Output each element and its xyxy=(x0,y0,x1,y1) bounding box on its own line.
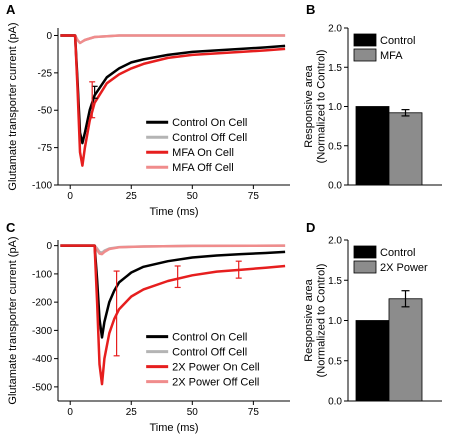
legend-label: 2X Power On Cell xyxy=(172,362,259,374)
x-tick-label: 0 xyxy=(67,191,73,202)
x-axis-title: Time (ms) xyxy=(149,422,198,434)
panel-letter: D xyxy=(306,220,315,235)
legend-label: MFA xyxy=(380,50,403,62)
y-axis-title: Responsive area(Normalized to Control) xyxy=(303,50,328,164)
x-tick-label: 75 xyxy=(248,191,260,202)
x-tick-label: 50 xyxy=(187,407,199,418)
bar-control xyxy=(355,320,390,402)
x-tick-label: 75 xyxy=(248,407,260,418)
legend-swatch xyxy=(353,260,377,274)
legend-label: Control Off Cell xyxy=(172,347,247,359)
y-tick-label: 1.5 xyxy=(328,276,342,287)
legend-swatch xyxy=(353,245,377,259)
series-line-2x-power-off-cell xyxy=(60,244,286,256)
y-tick-label: 2.0 xyxy=(328,24,342,35)
panel-letter: A xyxy=(6,2,16,17)
y-tick-label: 0 xyxy=(46,241,52,252)
legend-label: 2X Power xyxy=(380,262,428,274)
y-tick-label: -25 xyxy=(38,68,53,79)
y-tick-label: 1.0 xyxy=(328,102,342,113)
y-tick-label: -50 xyxy=(38,106,53,117)
legend-swatch xyxy=(353,33,377,47)
series-line-control-on-cell xyxy=(60,244,286,339)
bar-2x-power xyxy=(388,298,423,402)
panel-letter: B xyxy=(306,2,315,17)
panel-d-bar-chart: D 0.0 0.5 1.0 1.5 2.0 Responsive area(Normaliz… xyxy=(303,220,442,408)
x-axis-title: Time (ms) xyxy=(149,206,198,218)
y-tick-label: 0.0 xyxy=(328,181,342,192)
series-line-mfa-off-cell xyxy=(60,34,286,45)
y-tick-label: 2.0 xyxy=(328,236,342,247)
legend-label: Control xyxy=(380,247,415,259)
y-tick-label: 0.0 xyxy=(328,397,342,408)
y-tick-label: 0.5 xyxy=(328,141,342,152)
panel-letter: C xyxy=(6,220,16,235)
x-tick-label: 0 xyxy=(67,407,73,418)
y-axis-title: Responsive area(Normalized to Control) xyxy=(303,264,328,378)
legend-label: Control On Cell xyxy=(172,332,247,344)
legend-label: 2X Power Off Cell xyxy=(172,377,259,389)
legend-label: Control xyxy=(380,35,415,47)
panel-c-line-chart: C 0 -100 -200 -300 -400 -500 0 25 50 75 Time (ms) Gl… xyxy=(6,220,290,434)
legend-swatch xyxy=(353,48,377,62)
x-tick-label: 50 xyxy=(187,191,199,202)
bar-control xyxy=(355,106,390,186)
legend-label: Control Off Cell xyxy=(172,132,247,144)
y-tick-label: 1.0 xyxy=(328,316,342,327)
panel-b-bar-chart: B 0.0 0.5 1.0 1.5 2.0 Responsive area(Normaliz… xyxy=(303,2,442,192)
x-tick-label: 25 xyxy=(126,191,138,202)
y-tick-label: -500 xyxy=(32,382,52,393)
legend-label: Control On Cell xyxy=(172,117,247,129)
y-tick-label: 0.5 xyxy=(328,356,342,367)
bar-mfa xyxy=(388,112,423,186)
y-axis-title: Glutamate transporter current (pA) xyxy=(7,22,19,190)
y-tick-label: -100 xyxy=(32,269,52,280)
y-tick-label: -75 xyxy=(38,143,53,154)
y-tick-label: -100 xyxy=(32,181,52,192)
y-tick-label: -400 xyxy=(32,354,52,365)
panel-a-line-chart: A 0 -25 -50 -75 -100 0 25 50 75 Time (ms) Glutamate… xyxy=(6,2,290,218)
x-tick-label: 25 xyxy=(126,407,138,418)
series-line-mfa-on-cell xyxy=(60,34,286,167)
legend-label: MFA Off Cell xyxy=(172,162,234,174)
y-tick-label: -300 xyxy=(32,326,52,337)
y-tick-label: -200 xyxy=(32,298,52,309)
y-tick-label: 0 xyxy=(46,31,52,42)
series-line-2x-power-on-cell xyxy=(60,244,286,386)
y-axis-title: Glutamate transporter current (pA) xyxy=(7,236,19,404)
legend-label: MFA On Cell xyxy=(172,147,234,159)
y-tick-label: 1.5 xyxy=(328,63,342,74)
